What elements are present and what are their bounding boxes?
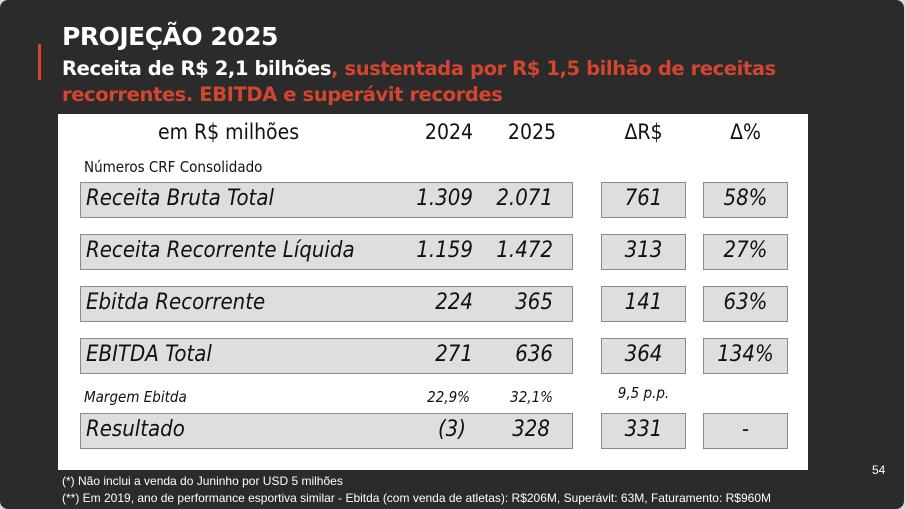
table-row	[80, 234, 573, 270]
section-label: Números CRF Consolidado	[84, 158, 263, 176]
page-number: 54	[872, 463, 886, 477]
row-label: EBITDA Total	[86, 342, 212, 367]
header-2024: 2024	[424, 120, 473, 144]
table-row	[80, 338, 573, 374]
delta-rs-box	[601, 338, 686, 374]
row-2025: 1.472	[496, 238, 553, 263]
result-delta-pct-box	[703, 413, 788, 449]
margin-2025: 32,1%	[510, 388, 553, 406]
row-2025: 365	[515, 290, 553, 315]
result-delta-pct: -	[741, 417, 750, 442]
row-2024: 1.309	[416, 186, 473, 211]
row-delta-rs: 364	[624, 342, 663, 367]
row-2024: 1.159	[416, 238, 473, 263]
delta-pct-box	[703, 338, 788, 374]
slide-title: PROJEÇÃO 2025	[62, 22, 278, 51]
result-row	[80, 413, 573, 449]
row-2025: 636	[515, 342, 553, 367]
row-delta-rs: 313	[624, 238, 663, 263]
row-label: Receita Recorrente Líquida	[86, 238, 355, 263]
delta-pct-box	[703, 234, 788, 270]
row-2025: 2.071	[496, 186, 553, 211]
subtitle-highlight: Receita de R$ 2,1 bilhões	[62, 57, 332, 80]
subtitle-rest: , sustentada por R$ 1,5 bilhão de receit…	[62, 57, 776, 106]
row-delta-rs: 141	[624, 290, 663, 315]
row-label: Receita Bruta Total	[86, 186, 274, 211]
delta-rs-box	[601, 234, 686, 270]
header-unit: em R$ milhões	[158, 120, 300, 144]
row-delta-pct: 27%	[723, 238, 768, 263]
row-delta-pct: 58%	[723, 186, 768, 211]
row-delta-rs: 761	[624, 186, 663, 211]
margin-label: Margem Ebitda	[84, 388, 187, 406]
margin-delta: 9,5 p.p.	[617, 384, 670, 402]
table-row	[80, 286, 573, 322]
row-delta-pct: 134%	[717, 342, 774, 367]
header-delta-pct: Δ%	[730, 120, 761, 144]
footnote-2: (**) Em 2019, ano de performance esporti…	[62, 491, 772, 505]
accent-bar	[38, 44, 41, 80]
margin-2024: 22,9%	[427, 388, 470, 406]
result-label: Resultado	[86, 417, 185, 442]
table-row	[80, 182, 573, 218]
delta-pct-box	[703, 182, 788, 218]
delta-rs-box	[601, 182, 686, 218]
financial-table: em R$ milhões 2024 2025 ΔR$ Δ% Números C…	[58, 114, 808, 470]
row-2024: 271	[435, 342, 473, 367]
result-delta-rs-box	[601, 413, 686, 449]
result-2025: 328	[512, 417, 550, 442]
header-2025: 2025	[507, 120, 556, 144]
header-delta-rs: ΔR$	[624, 120, 663, 144]
result-2024: (3)	[437, 417, 466, 442]
row-label: Ebitda Recorrente	[86, 290, 266, 315]
row-2024: 224	[435, 290, 473, 315]
footnote-1: (*) Não inclui a venda do Juninho por US…	[62, 474, 343, 488]
row-delta-pct: 63%	[723, 290, 768, 315]
delta-pct-box	[703, 286, 788, 322]
delta-rs-box	[601, 286, 686, 322]
slide-subtitle: Receita de R$ 2,1 bilhões, sustentada po…	[62, 56, 862, 108]
result-delta-rs: 331	[624, 417, 663, 442]
